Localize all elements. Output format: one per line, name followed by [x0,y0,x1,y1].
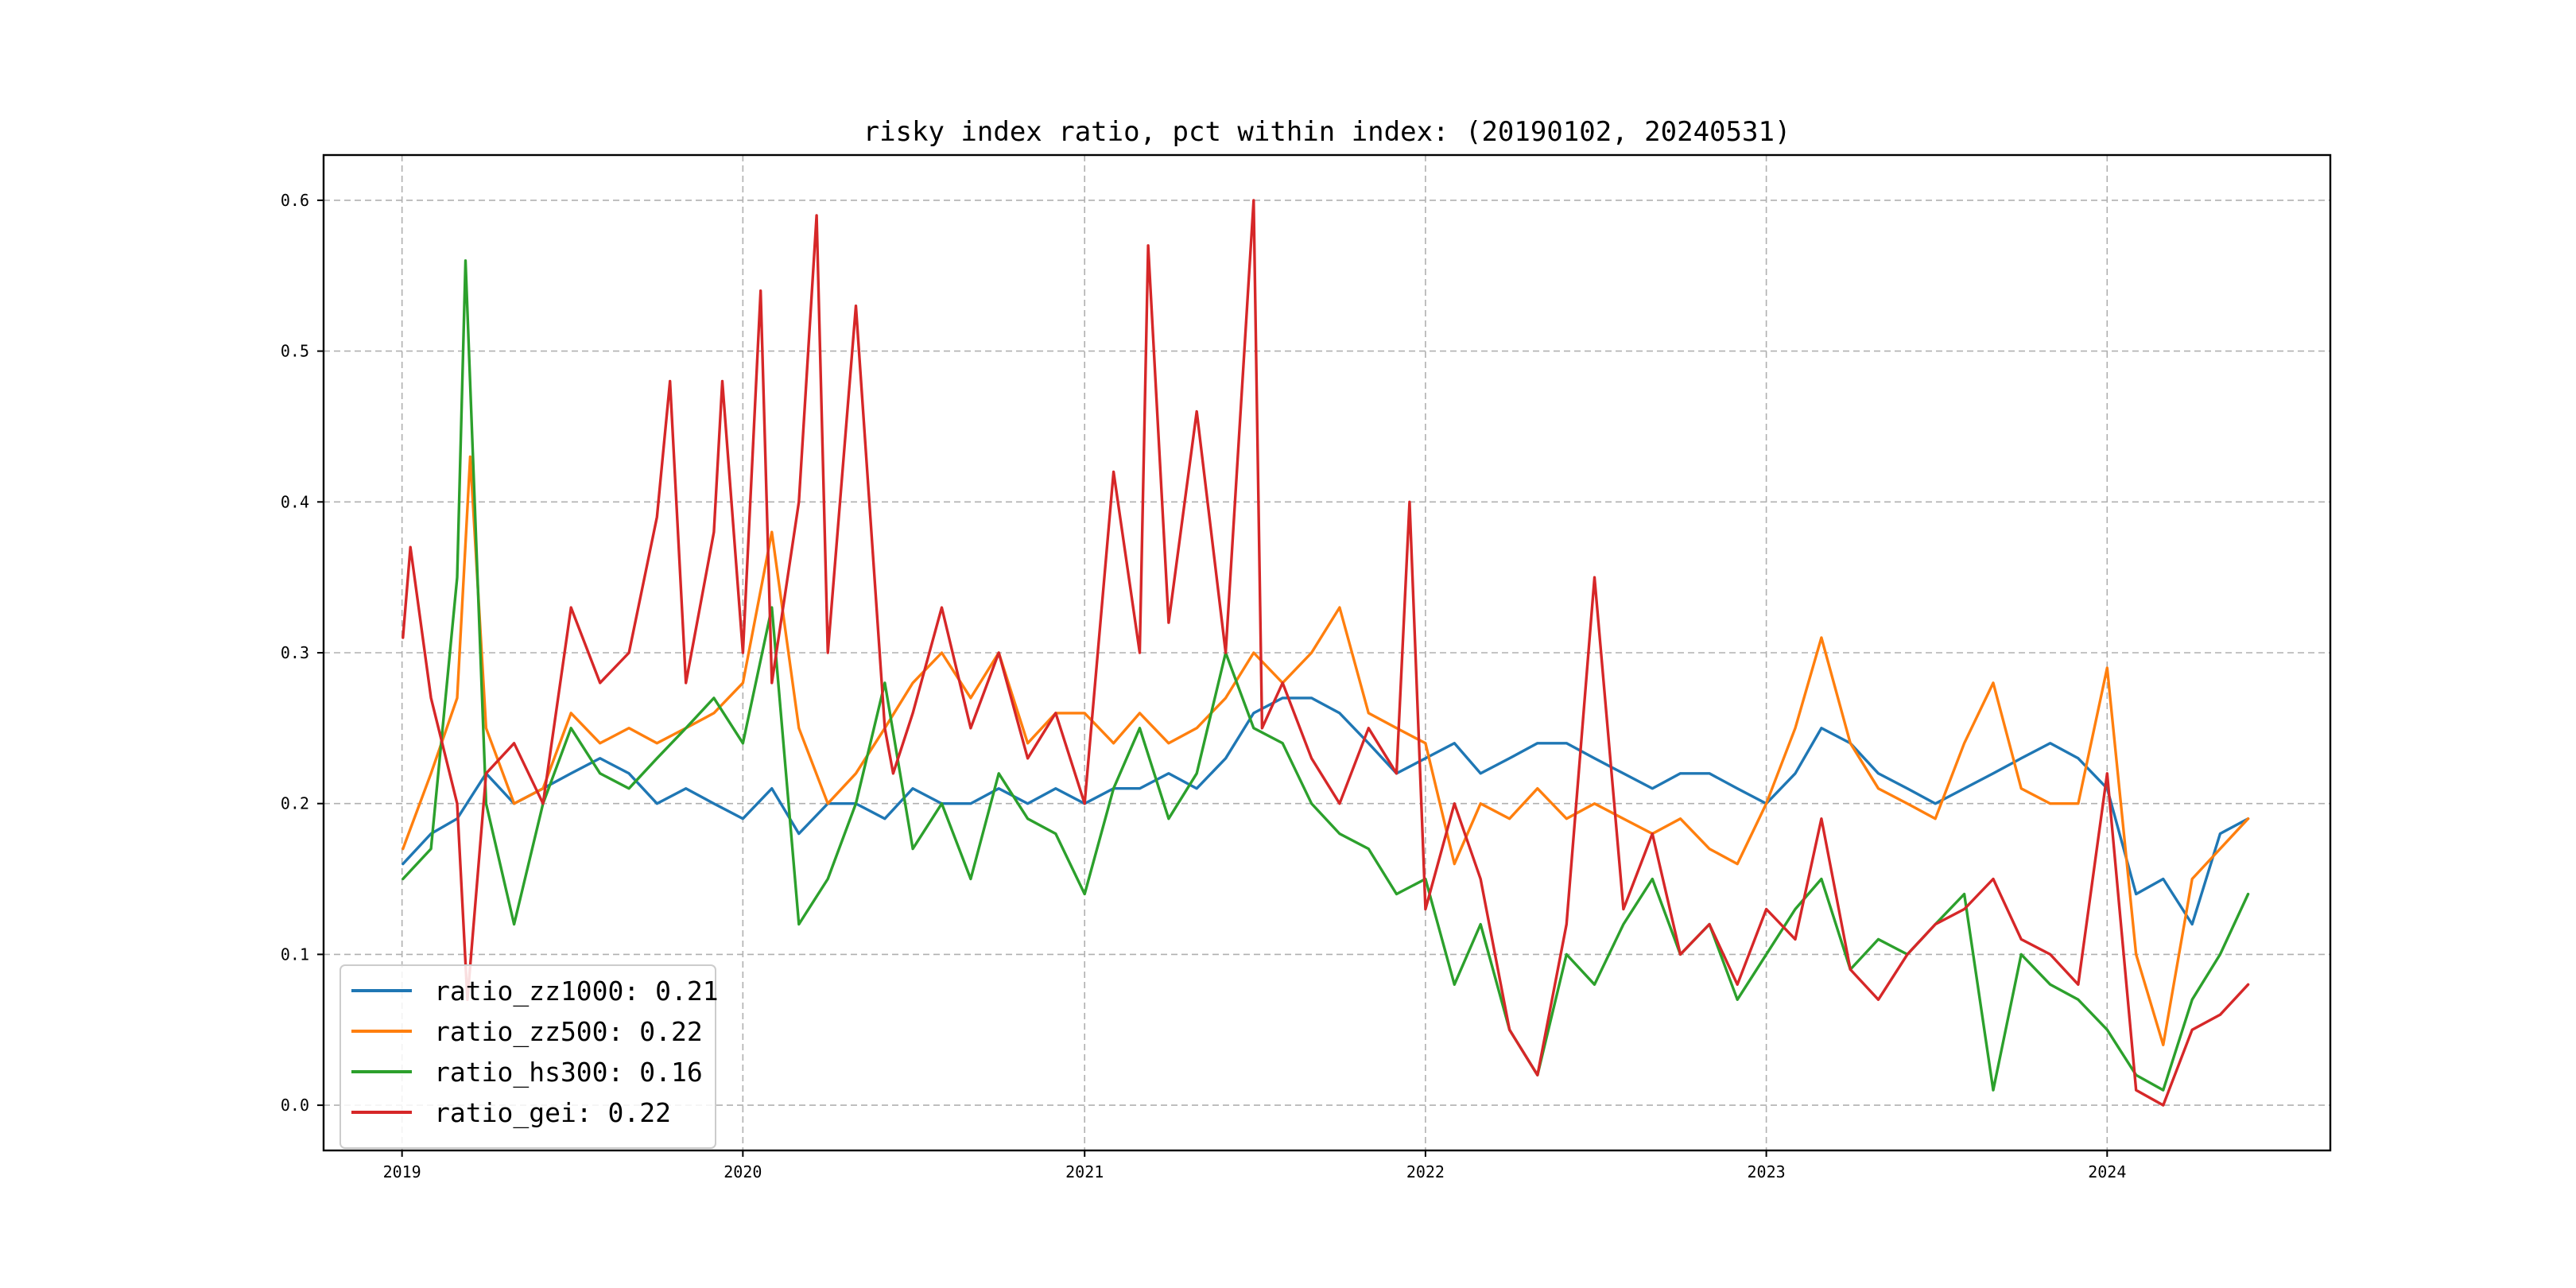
y-tick-label: 0.1 [281,945,309,964]
y-tick-label: 0.3 [281,643,309,662]
legend-label: ratio_hs300: 0.16 [434,1057,703,1088]
x-tick-label: 2021 [1065,1162,1104,1181]
x-tick-label: 2022 [1406,1162,1445,1181]
x-tick-label: 2024 [2088,1162,2126,1181]
legend-box [339,964,716,1149]
y-tick-label: 0.0 [281,1096,309,1115]
series-group [402,199,2250,1107]
grid [324,155,2330,1150]
y-tick-label: 0.5 [281,342,309,361]
x-tick-label: 2020 [724,1162,762,1181]
chart-title: risky index ratio, pct within index: (20… [863,116,1791,148]
x-tick-label: 2023 [1748,1162,1786,1181]
legend-label: ratio_zz1000: 0.21 [434,976,719,1007]
y-tick-label: 0.2 [281,794,309,813]
series-line-3 [402,199,2250,1107]
legend: ratio_zz1000: 0.21 ratio_zz500: 0.22 ratio… [339,964,719,1149]
axis-ticks: 2019 2020 2021 2022 2023 2024 0.0 0.1 0.2 0.3 0.4 0… [281,191,2127,1181]
y-tick-label: 0.6 [281,191,309,210]
legend-label: ratio_zz500: 0.22 [434,1016,703,1048]
series-line-0 [402,696,2250,926]
y-tick-label: 0.4 [281,492,309,511]
legend-label: ratio_gei: 0.22 [434,1097,671,1129]
x-tick-label: 2019 [383,1162,421,1181]
